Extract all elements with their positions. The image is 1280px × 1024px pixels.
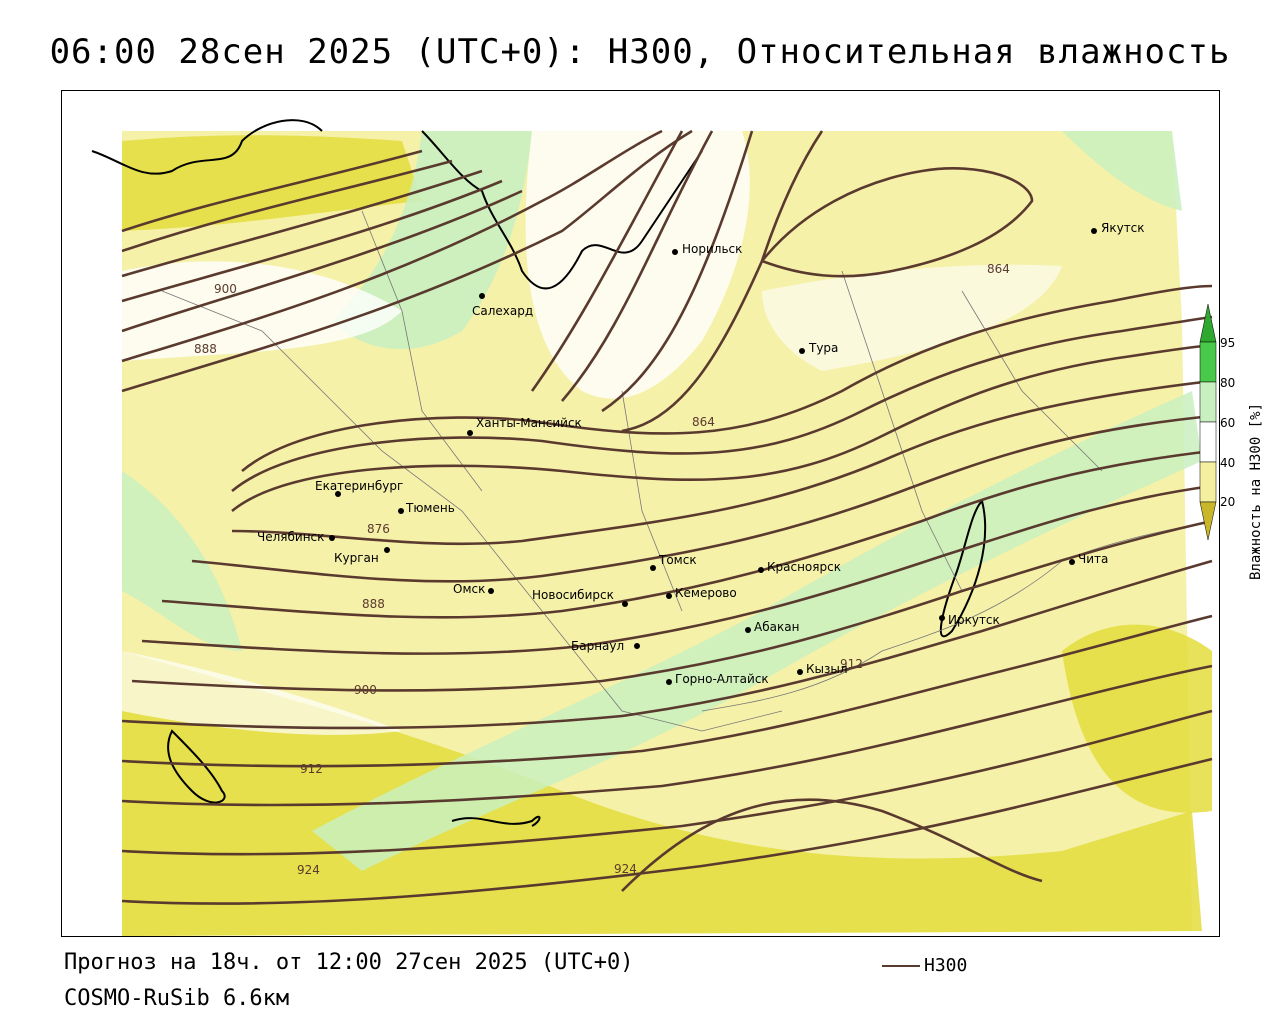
city-gorno-altaysk: Горно-Алтайск: [666, 672, 769, 686]
humidity-legend: 95 80 60 40 20: [1196, 304, 1268, 594]
legend-tick: 95: [1220, 336, 1236, 350]
svg-text:Новосибирск: Новосибирск: [532, 588, 614, 602]
isoline-label: 888: [362, 597, 385, 611]
isoline-label: 900: [354, 683, 377, 697]
contour-legend-line: [882, 964, 920, 967]
h300-isolines: [121, 129, 1213, 905]
svg-text:Красноярск: Красноярск: [767, 560, 841, 574]
svg-text:Екатеринбург: Екатеринбург: [315, 479, 403, 493]
svg-text:Тюмень: Тюмень: [405, 501, 455, 515]
isoline-label: 924: [297, 863, 320, 877]
isoline-labels: 900 888 864 864 876 888 900 912 912 924 …: [194, 262, 1010, 877]
city-norilsk: Норильск: [672, 242, 742, 256]
city-khanty-mansiysk: Ханты-Мансийск: [467, 416, 582, 436]
svg-text:Чита: Чита: [1078, 552, 1108, 566]
legend-tick: 20: [1220, 495, 1236, 509]
legend-title: Влажность на H300 [%]: [1248, 402, 1264, 580]
map-canvas: 900 888 864 864 876 888 900 912 912 924 …: [62, 91, 1219, 936]
city-tyumen: Тюмень: [398, 501, 455, 515]
humidity-area-moist-diagonal: [312, 391, 1202, 871]
isoline-label: 864: [987, 262, 1010, 276]
isoline-label: 888: [194, 342, 217, 356]
humidity-area-white-west: [122, 261, 402, 361]
city-markers: Якутск Норильск Салехард Тура Ханты-Манс…: [257, 221, 1145, 686]
svg-text:Кемерово: Кемерово: [675, 586, 737, 600]
forecast-info: Прогноз на 18ч. от 12:00 27сен 2025 (UTC…: [64, 950, 634, 975]
isoline-label: 924: [614, 862, 637, 876]
city-ekaterinburg: Екатеринбург: [315, 479, 403, 497]
city-chita: Чита: [1069, 552, 1108, 566]
svg-text:Тура: Тура: [808, 341, 838, 355]
svg-text:Якутск: Якутск: [1101, 221, 1145, 235]
svg-text:Омск: Омск: [453, 582, 485, 596]
humidity-area-dry-nw: [122, 135, 422, 231]
isoline-label: 900: [214, 282, 237, 296]
city-omsk: Омск: [453, 582, 494, 596]
weather-map: 900 888 864 864 876 888 900 912 912 924 …: [61, 90, 1220, 937]
svg-text:Кызыл: Кызыл: [806, 662, 848, 676]
contour-legend-label: H300: [924, 955, 968, 976]
svg-text:Горно-Алтайск: Горно-Алтайск: [675, 672, 769, 686]
svg-text:Иркутск: Иркутск: [948, 613, 1000, 627]
legend-tick: 60: [1220, 416, 1236, 430]
humidity-area-moist-ne: [1062, 131, 1182, 211]
humidity-area-white-south: [122, 651, 402, 735]
legend-colorbar: [1199, 304, 1217, 541]
isoline-label: 864: [692, 415, 715, 429]
city-tomsk: Томск: [650, 553, 697, 571]
city-barnaul: Барнаул: [571, 639, 640, 653]
city-irkutsk: Иркутск: [939, 613, 1000, 627]
svg-text:Норильск: Норильск: [682, 242, 742, 256]
city-kurgan: Курган: [334, 547, 390, 565]
city-tura: Тура: [799, 341, 838, 355]
legend-tick: 80: [1220, 376, 1236, 390]
svg-text:Томск: Томск: [658, 553, 697, 567]
svg-text:Ханты-Мансийск: Ханты-Мансийск: [476, 416, 582, 430]
city-kemerovo: Кемерово: [666, 586, 737, 600]
city-krasnoyarsk: Красноярск: [758, 560, 841, 574]
svg-text:Салехард: Салехард: [472, 304, 533, 318]
isoline-label: 876: [367, 522, 390, 536]
svg-text:Курган: Курган: [334, 551, 379, 565]
city-chelyabinsk: Челябинск: [257, 530, 335, 544]
isoline-label: 912: [300, 762, 323, 776]
model-info: COSMO-RuSib 6.6км: [64, 986, 290, 1011]
humidity-area-white-center: [762, 264, 1062, 371]
isoline-label: 912: [840, 657, 863, 671]
city-yakutsk: Якутск: [1091, 221, 1145, 235]
svg-text:Абакан: Абакан: [754, 620, 799, 634]
humidity-area-white-north: [525, 131, 750, 399]
city-kyzyl: Кызыл: [797, 662, 848, 676]
map-title: 06:00 28сен 2025 (UTC+0): H300, Относите…: [49, 32, 1231, 72]
contour-legend: H300: [882, 955, 967, 976]
humidity-area-dry-south: [122, 651, 1202, 936]
city-salekhard: Салехард: [472, 293, 533, 318]
humidity-area-dry-ne: [1062, 624, 1212, 813]
city-abakan: Абакан: [745, 620, 799, 634]
legend-tick: 40: [1220, 456, 1236, 470]
svg-text:Челябинск: Челябинск: [257, 530, 324, 544]
city-novosibirsk: Новосибирск: [532, 588, 628, 607]
svg-text:Барнаул: Барнаул: [571, 639, 624, 653]
